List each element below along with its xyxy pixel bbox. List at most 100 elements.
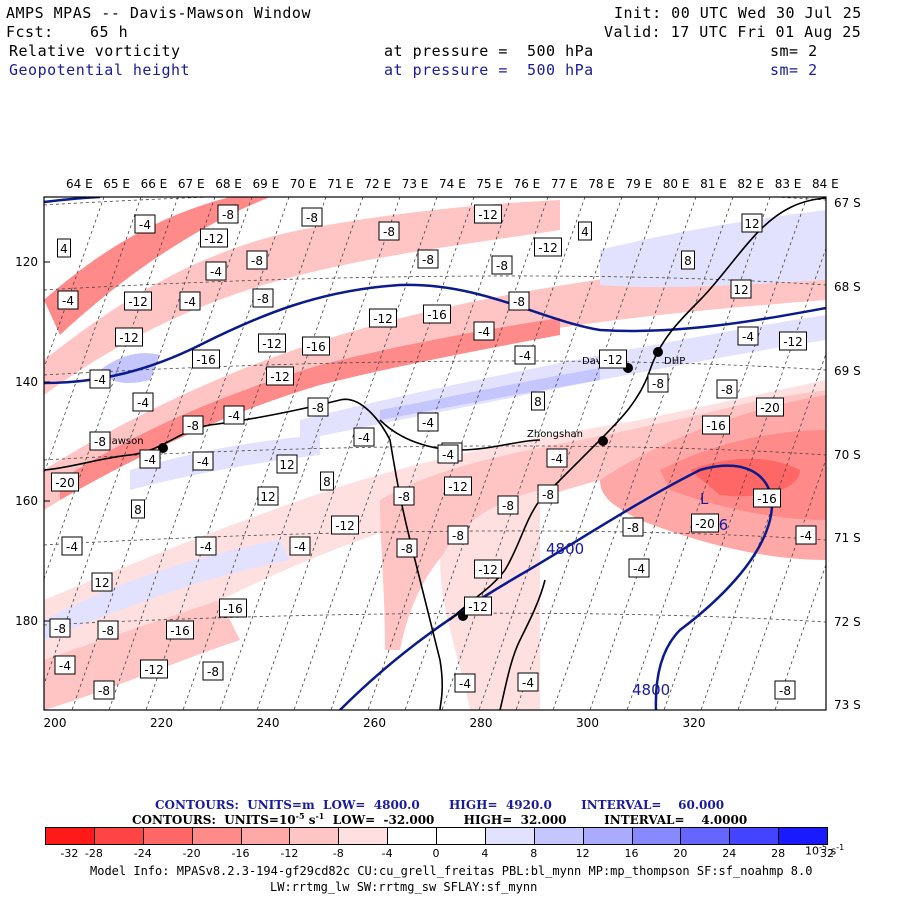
- vorticity-label-box: [417, 249, 439, 269]
- vorticity-label-value: -4: [144, 453, 156, 467]
- vorticity-label-value: 12: [94, 576, 109, 590]
- vorticity-label-value: 8: [534, 395, 542, 409]
- lon-label: 80 E: [663, 177, 690, 191]
- vorticity-label-box: [508, 291, 530, 311]
- vorticity-label-value: -12: [204, 232, 224, 246]
- vorticity-label-value: -8: [94, 435, 106, 449]
- vorticity-label-box: [417, 412, 439, 432]
- vorticity-label-box: [57, 290, 79, 310]
- vorticity-label-value: -8: [251, 254, 263, 268]
- height-contour-low: LOW= 4800.0: [323, 798, 420, 812]
- vorticity-label-value: 8: [134, 503, 142, 517]
- field2-name: Geopotential height: [9, 61, 191, 79]
- vorticity-label-value: -4: [800, 529, 812, 543]
- vorticity-label-box: [246, 250, 268, 270]
- lon-label: 75 E: [476, 177, 503, 191]
- vorticity-label-box: [378, 221, 400, 241]
- vorticity-label-value: -4: [442, 448, 454, 462]
- low-center-label: L: [700, 490, 709, 508]
- height-label-4800-a: 4800: [546, 540, 584, 558]
- vorticity-label-box: [491, 255, 513, 275]
- vorticity-label-box: [192, 349, 220, 369]
- station-label-davis: Davis: [582, 356, 610, 367]
- vorticity-label-box: [302, 336, 330, 356]
- vorticity-label-box: [444, 476, 472, 496]
- vorticity-label-value: -12: [373, 312, 393, 326]
- vorticity-label-box: [49, 618, 71, 638]
- height-contour-info: CONTOURS: UNITS=m LOW= 4800.0 HIGH= 4920…: [155, 798, 724, 812]
- vorticity-label-box: [202, 661, 224, 681]
- vorticity-label-box: [134, 214, 156, 234]
- grid-x-label: 220: [150, 716, 173, 730]
- grid-y-label: 180: [15, 614, 38, 628]
- vorticity-label-value: -12: [603, 353, 623, 367]
- vort-contour-exp: -5: [295, 811, 305, 821]
- lon-label: 69 E: [253, 177, 280, 191]
- vorticity-label-value: -8: [652, 377, 664, 391]
- vorticity-label-value: -12: [144, 663, 164, 677]
- lon-label: 72 E: [364, 177, 391, 191]
- vorticity-label-box: [578, 221, 592, 241]
- lon-label: 73 E: [402, 177, 429, 191]
- lat-label: 73 S: [834, 698, 861, 712]
- lat-label: 68 S: [834, 280, 861, 294]
- vorticity-label-value: 12: [733, 283, 748, 297]
- valid-time: Valid: 17 UTC Fri 01 Aug 25: [604, 23, 862, 41]
- vorticity-label-value: -8: [513, 295, 525, 309]
- vorticity-label-box: [474, 559, 502, 579]
- lon-label: 76 E: [514, 177, 541, 191]
- vorticity-label-box: [622, 517, 644, 537]
- vorticity-label-box: [393, 486, 415, 506]
- grid-x-label: 280: [470, 716, 493, 730]
- vorticity-label-box: [599, 349, 627, 369]
- legend-swatch: [680, 827, 731, 845]
- vorticity-label-value: -8: [398, 490, 410, 504]
- vorticity-label-box: [497, 495, 519, 515]
- height-contour-units: CONTOURS: UNITS=m: [155, 798, 315, 812]
- legend-tick: 28: [771, 847, 786, 860]
- legend-tick: 24: [722, 847, 737, 860]
- grid-y-label: 140: [15, 375, 38, 389]
- grid-x-label: 320: [683, 716, 706, 730]
- legend-units-exp: -5: [819, 843, 827, 852]
- legend-swatch: [289, 827, 340, 845]
- vorticity-label-value: -12: [335, 519, 355, 533]
- vorticity-label-box: [192, 451, 214, 471]
- height-contour-high: HIGH= 4920.0: [448, 798, 552, 812]
- station-label-mawson: Mawson: [103, 436, 144, 447]
- vorticity-label-box: [447, 525, 469, 545]
- vorticity-label-box: [473, 321, 495, 341]
- vorticity-label-value: -4: [210, 265, 222, 279]
- legend-swatch: [631, 827, 682, 845]
- vorticity-label-box: [182, 415, 204, 435]
- lon-label: 70 E: [290, 177, 317, 191]
- vorticity-label-box: [756, 397, 784, 417]
- model-info-line2: LW:rrtmg_lw SW:rrtmg_sw SFLAY:sf_mynn: [270, 880, 538, 894]
- vorticity-label-value: -16: [306, 340, 326, 354]
- vorticity-label-value: -8: [383, 225, 395, 239]
- vorticity-label-value: -4: [294, 540, 306, 554]
- vorticity-label-value: -4: [459, 677, 471, 691]
- vorticity-label-value: -8: [422, 253, 434, 267]
- vorticity-label-box: [681, 250, 695, 270]
- grid-x-label: 300: [576, 716, 599, 730]
- vorticity-label-value: -12: [538, 241, 558, 255]
- legend-tick: 4: [481, 847, 489, 860]
- legend-swatch: [191, 827, 242, 845]
- vorticity-label-box: [195, 536, 217, 556]
- grid-x-label: 240: [257, 716, 280, 730]
- vort-contour-sexp: -1: [315, 811, 325, 821]
- legend-tick: -4: [381, 847, 393, 860]
- vorticity-label-value: -4: [422, 416, 434, 430]
- vorticity-label-box: [514, 345, 536, 365]
- vorticity-label-value: -4: [742, 330, 754, 344]
- lat-label: 69 S: [834, 364, 861, 378]
- vorticity-label-value: -8: [222, 208, 234, 222]
- vorticity-label-value: -4: [184, 295, 196, 309]
- lon-label: 71 E: [327, 177, 354, 191]
- lon-label: 64 E: [66, 177, 93, 191]
- legend-swatch: [778, 827, 828, 845]
- field1-smoothing: sm= 2: [770, 42, 818, 60]
- lon-label: 74 E: [439, 177, 466, 191]
- vorticity-label-value: -12: [128, 295, 148, 309]
